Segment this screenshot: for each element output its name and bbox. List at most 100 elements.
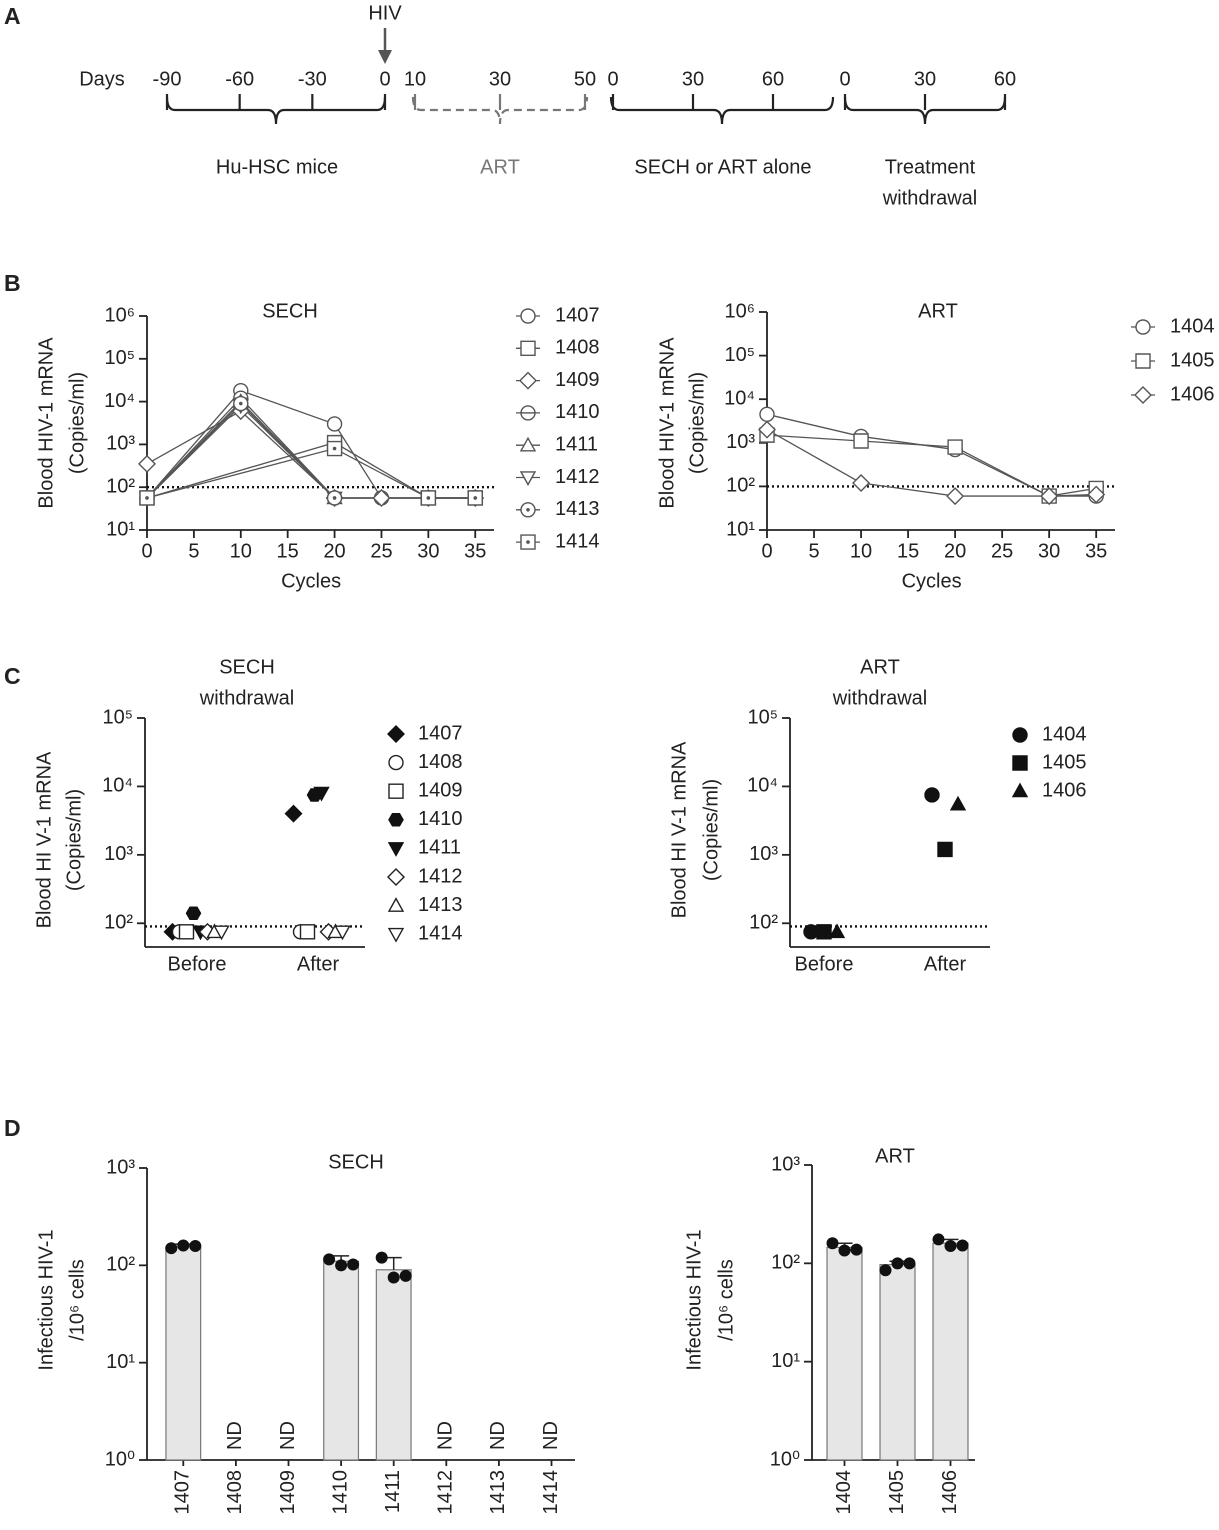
timeline-tick-label: -60 <box>225 68 254 90</box>
value-label: ND <box>487 1421 509 1450</box>
legend-marker <box>1011 782 1029 798</box>
y-tick-label: 10⁴ <box>747 775 778 797</box>
panel-label: C <box>4 663 21 689</box>
series-line <box>766 434 1097 497</box>
value-label: ND <box>277 1421 299 1450</box>
data-point <box>323 1253 336 1266</box>
bar <box>323 1260 360 1461</box>
y-tick-label: 10⁴ <box>104 390 135 412</box>
legend-label: 1406 <box>1170 383 1215 405</box>
x-tick-label: After <box>924 953 967 975</box>
bar <box>165 1246 202 1461</box>
x-tick-label: 10 <box>230 540 252 562</box>
data-point <box>347 1258 360 1271</box>
bar <box>375 1269 412 1461</box>
data-point <box>177 1239 190 1252</box>
legend-label: 1414 <box>555 530 600 552</box>
y-axis-label: (Copies/ml) <box>700 779 722 881</box>
x-tick-label: 30 <box>1038 540 1060 562</box>
legend-label: 1411 <box>418 837 461 859</box>
x-tick-label: 25 <box>370 540 392 562</box>
y-axis-label: Infectious HIV-1 <box>35 1229 57 1370</box>
x-tick-label: 25 <box>991 540 1013 562</box>
y-tick-label: 10¹ <box>771 1350 800 1372</box>
x-tick-label: 1409 <box>277 1470 299 1515</box>
data-point <box>891 1257 904 1270</box>
data-point <box>334 925 351 941</box>
data-point <box>387 1271 400 1284</box>
chart-title: ART <box>875 1145 915 1167</box>
y-tick-label: 10³ <box>104 843 133 865</box>
legend-label: 1405 <box>1042 751 1087 773</box>
legend-marker <box>519 471 537 486</box>
legend-marker <box>387 842 405 857</box>
data-point <box>372 488 391 507</box>
data-point <box>399 1269 412 1282</box>
x-tick-label: 1411 <box>382 1470 404 1513</box>
legend-marker <box>387 927 405 943</box>
legend-label: 1411 <box>555 433 598 455</box>
y-axis-label: (Copies/ml) <box>66 372 88 474</box>
data-point <box>758 420 776 439</box>
legend-marker <box>388 754 404 771</box>
timeline-bracket <box>843 96 1007 125</box>
legend-marker <box>387 897 405 912</box>
legend-marker <box>520 340 536 356</box>
legend-label: 1404 <box>1170 315 1215 337</box>
hiv-label: HIV <box>368 2 402 24</box>
x-tick-label: 5 <box>188 540 199 562</box>
timeline-label: ART <box>480 156 520 178</box>
timeline-tick-label: 10 <box>404 68 426 90</box>
chart-title: withdrawal <box>832 687 927 709</box>
y-axis-label: Blood HIV-1 mRNA <box>656 337 678 509</box>
timeline-label: Treatment <box>885 156 976 178</box>
timeline-tick-label: -30 <box>298 68 327 90</box>
legend-marker <box>388 813 404 827</box>
legend-label: 1404 <box>1042 723 1087 745</box>
y-axis-label: (Copies/ml) <box>686 372 708 474</box>
legend-label: 1412 <box>418 865 463 887</box>
data-point <box>949 795 967 811</box>
x-tick-label: 35 <box>1085 540 1107 562</box>
data-point <box>879 1264 892 1277</box>
series-line <box>146 404 476 499</box>
x-tick-label: 20 <box>944 540 966 562</box>
value-label: ND <box>540 1421 562 1450</box>
timeline-tick-label: 30 <box>914 68 936 90</box>
data-point <box>189 1239 202 1252</box>
marker-detail <box>526 508 530 512</box>
marker-detail <box>332 446 337 451</box>
marker-detail <box>526 540 530 544</box>
x-tick-label: 15 <box>277 540 299 562</box>
timeline-tick-label: 60 <box>762 68 784 90</box>
data-point <box>1087 485 1106 504</box>
data-point <box>924 787 940 803</box>
legend-label: 1407 <box>555 304 600 326</box>
data-point <box>284 804 303 823</box>
legend-label: 1406 <box>1042 779 1087 801</box>
timeline-tick-label: 30 <box>682 68 704 90</box>
chart-title: ART <box>860 656 900 678</box>
timeline-tick-label: 0 <box>607 68 618 90</box>
x-tick-label: 35 <box>464 540 486 562</box>
legend-label: 1413 <box>418 894 463 916</box>
legend-label: 1412 <box>555 466 600 488</box>
data-point <box>759 406 775 423</box>
data-point <box>956 1239 969 1252</box>
legend-label: 1413 <box>555 498 600 520</box>
data-point <box>375 1251 388 1264</box>
marker-detail <box>332 496 337 500</box>
y-tick-label: 10² <box>771 1252 800 1274</box>
hiv-arrowhead <box>378 50 392 64</box>
legend-label: 1410 <box>418 808 463 830</box>
data-point <box>138 454 156 473</box>
x-tick-label: 20 <box>323 540 345 562</box>
y-tick-label: 10⁵ <box>104 347 135 369</box>
data-point <box>178 924 195 940</box>
legend-marker <box>388 783 404 799</box>
marker-detail <box>145 496 149 500</box>
panel-label: B <box>4 270 21 296</box>
series-line <box>146 447 476 499</box>
legend-marker <box>387 868 405 886</box>
y-tick-label: 10² <box>106 475 135 497</box>
